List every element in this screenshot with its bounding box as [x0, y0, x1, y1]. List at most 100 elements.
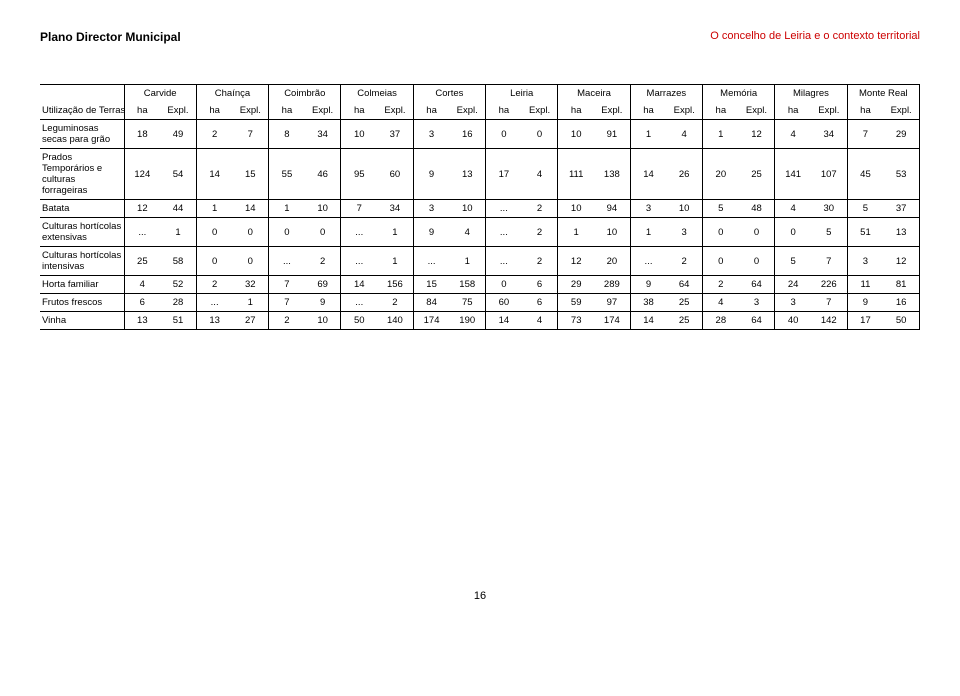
cell: 0: [703, 247, 739, 276]
cell: 28: [160, 294, 196, 312]
cell: 226: [811, 276, 847, 294]
cell: 0: [739, 218, 775, 247]
cell: 2: [666, 247, 702, 276]
cell: 289: [594, 276, 630, 294]
row-label: Frutos frescos: [40, 294, 124, 312]
cell: 111: [558, 149, 594, 200]
cell: 4: [775, 200, 811, 218]
cell: 52: [160, 276, 196, 294]
cell: 9: [413, 218, 449, 247]
cell: 55: [269, 149, 305, 200]
cell: 58: [160, 247, 196, 276]
cell: 158: [449, 276, 485, 294]
cell: 7: [847, 120, 883, 149]
cell: ...: [630, 247, 666, 276]
cell: 190: [449, 312, 485, 330]
cell: 7: [811, 247, 847, 276]
cell: 12: [739, 120, 775, 149]
cell: 10: [666, 200, 702, 218]
cell: 14: [630, 312, 666, 330]
subcol-header-row: Utilização de Terras haExpl. haExpl. haE…: [40, 102, 920, 120]
cell: 7: [232, 120, 268, 149]
cell: 25: [666, 312, 702, 330]
row-label: Batata: [40, 200, 124, 218]
cell: 37: [883, 200, 919, 218]
row-label: Prados Temporários e culturas forrageira…: [40, 149, 124, 200]
region-2: Coimbrão: [269, 85, 341, 103]
cell: 10: [594, 218, 630, 247]
region-6: Maceira: [558, 85, 630, 103]
table-row: Batata1244114110734310...210943105484305…: [40, 200, 920, 218]
cell: 107: [811, 149, 847, 200]
region-3: Colmeias: [341, 85, 413, 103]
cell: 0: [775, 218, 811, 247]
cell: 7: [269, 294, 305, 312]
cell: 34: [305, 120, 341, 149]
doc-context: O concelho de Leiria e o contexto territ…: [710, 30, 920, 44]
cell: 38: [630, 294, 666, 312]
cell: 0: [486, 120, 522, 149]
cell: 4: [449, 218, 485, 247]
cell: 60: [377, 149, 413, 200]
cell: 174: [594, 312, 630, 330]
cell: 45: [847, 149, 883, 200]
cell: 0: [232, 247, 268, 276]
row-label: Culturas hortícolas extensivas: [40, 218, 124, 247]
cell: 73: [558, 312, 594, 330]
cell: 49: [160, 120, 196, 149]
cell: 26: [666, 149, 702, 200]
cell: 9: [847, 294, 883, 312]
cell: 29: [558, 276, 594, 294]
table-row: Frutos frescos628...179...28475606599738…: [40, 294, 920, 312]
row-label: Horta familiar: [40, 276, 124, 294]
cell: 4: [666, 120, 702, 149]
cell: ...: [486, 200, 522, 218]
cell: 2: [522, 218, 558, 247]
table-row: Culturas hortícolas intensivas255800...2…: [40, 247, 920, 276]
row-label-header: Utilização de Terras: [40, 102, 124, 120]
region-4: Cortes: [413, 85, 485, 103]
cell: 3: [413, 120, 449, 149]
cell: 0: [486, 276, 522, 294]
cell: 1: [196, 200, 232, 218]
cell: 2: [377, 294, 413, 312]
cell: 94: [594, 200, 630, 218]
cell: 25: [666, 294, 702, 312]
cell: 91: [594, 120, 630, 149]
cell: 51: [847, 218, 883, 247]
cell: 32: [232, 276, 268, 294]
cell: 15: [413, 276, 449, 294]
cell: 30: [811, 200, 847, 218]
cell: 13: [196, 312, 232, 330]
table-row: Leguminosas secas para grão1849278341037…: [40, 120, 920, 149]
cell: 4: [775, 120, 811, 149]
cell: 8: [269, 120, 305, 149]
doc-title: Plano Director Municipal: [40, 30, 181, 44]
cell: 60: [486, 294, 522, 312]
cell: 3: [775, 294, 811, 312]
cell: 156: [377, 276, 413, 294]
cell: 17: [486, 149, 522, 200]
cell: 12: [883, 247, 919, 276]
cell: 18: [124, 120, 160, 149]
cell: 0: [305, 218, 341, 247]
cell: ...: [341, 294, 377, 312]
cell: 5: [703, 200, 739, 218]
cell: 13: [883, 218, 919, 247]
cell: 25: [124, 247, 160, 276]
cell: 7: [811, 294, 847, 312]
cell: 40: [775, 312, 811, 330]
cell: 0: [703, 218, 739, 247]
cell: 54: [160, 149, 196, 200]
cell: 14: [196, 149, 232, 200]
cell: ...: [341, 247, 377, 276]
cell: 12: [124, 200, 160, 218]
page-number: 16: [40, 590, 920, 602]
cell: 34: [377, 200, 413, 218]
cell: 5: [811, 218, 847, 247]
cell: 29: [883, 120, 919, 149]
cell: 9: [413, 149, 449, 200]
cell: 4: [703, 294, 739, 312]
cell: 14: [630, 149, 666, 200]
cell: 10: [558, 120, 594, 149]
